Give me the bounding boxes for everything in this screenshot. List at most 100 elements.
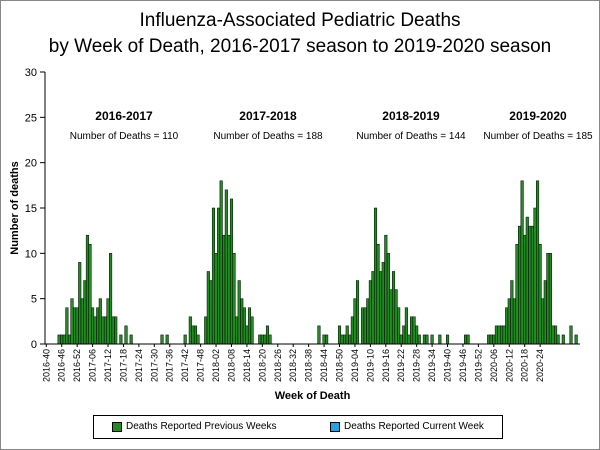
y-tick-label: 0: [31, 339, 37, 351]
bar: [260, 334, 264, 345]
bar: [350, 316, 354, 345]
bar: [337, 325, 342, 345]
y-tick-label: 15: [25, 203, 37, 215]
bar: [394, 289, 398, 345]
bar: [191, 325, 195, 345]
x-tick-label: 2020-06: [489, 349, 499, 382]
bar: [438, 334, 442, 345]
bar: [106, 298, 110, 345]
x-tick-label: 2019-10: [365, 349, 375, 382]
plot-area: 0 5 10 15 20 25 30 2016-40 2016-46 2016-52 2017-06…: [9, 67, 593, 402]
bar: [206, 271, 210, 345]
y-tick-label: 5: [31, 294, 37, 306]
legend-label-previous: Deaths Reported Previous Weeks: [126, 421, 277, 432]
bar: [404, 307, 408, 345]
y-axis-title: Number of deaths: [9, 161, 21, 255]
x-tick-label: 2018-26: [273, 349, 283, 382]
bar: [556, 334, 560, 345]
season-deaths: Number of Deaths = 185: [483, 131, 593, 142]
bar: [512, 298, 516, 345]
x-tick-label: 2018-50: [335, 349, 345, 382]
legend-label-current: Deaths Reported Current Week: [344, 421, 484, 432]
y-tick-label: 10: [25, 248, 37, 260]
bar: [409, 316, 414, 345]
bar: [101, 316, 105, 345]
bar: [466, 334, 470, 345]
x-tick-label: 2020-24: [535, 349, 545, 382]
bar: [533, 207, 537, 345]
x-tick-label: 2019-40: [443, 349, 453, 382]
bar: [422, 334, 426, 345]
bar: [389, 289, 393, 345]
x-tick-label: 2017-42: [180, 349, 190, 382]
season-label: 2017-2018: [239, 109, 297, 123]
bar: [165, 334, 169, 345]
x-axis-title: Week of Death: [275, 390, 351, 402]
bar: [129, 334, 133, 345]
bar: [217, 207, 221, 345]
bar: [109, 253, 113, 345]
bar: [355, 280, 360, 345]
x-tick-label: 2019-46: [458, 349, 468, 382]
x-tick-label: 2019-16: [381, 349, 391, 382]
x-tick-label: 2016-46: [57, 349, 67, 382]
x-tick-label: 2019-28: [412, 349, 422, 382]
x-tick-label: 2017-36: [165, 349, 175, 382]
bar: [381, 262, 385, 345]
bar: [67, 334, 71, 345]
bar: [235, 316, 239, 345]
bar: [119, 334, 123, 345]
x-tick-label: 2017-12: [103, 349, 113, 382]
bar: [188, 316, 192, 345]
x-tick-label: 2020-12: [504, 349, 514, 382]
bar: [348, 334, 352, 345]
season-deaths: Number of Deaths = 110: [70, 131, 179, 142]
y-tick-label: 20: [25, 158, 37, 170]
bar: [489, 334, 493, 345]
bar: [464, 334, 468, 345]
bar: [85, 234, 89, 345]
bar: [219, 180, 223, 345]
bar: [268, 334, 272, 345]
bar: [497, 325, 501, 345]
bar: [343, 334, 347, 345]
bar: [247, 307, 252, 345]
bar: [536, 180, 540, 345]
bar: [70, 298, 74, 345]
bar: [368, 280, 372, 345]
bar: [518, 225, 522, 345]
bar: [376, 244, 380, 345]
bar: [345, 325, 349, 345]
bar: [391, 271, 396, 345]
bar: [353, 298, 357, 345]
bar: [57, 334, 61, 345]
chart-subtitle: by Week of Death, 2016-2017 season to 20…: [48, 36, 552, 57]
bar: [88, 244, 92, 345]
bar: [211, 207, 216, 345]
bar: [237, 280, 241, 345]
bar: [250, 316, 254, 345]
x-tick-label: 2017-30: [149, 349, 159, 382]
bar: [373, 207, 378, 345]
bar: [384, 234, 388, 345]
bar: [103, 316, 107, 345]
bar: [240, 298, 244, 345]
bar: [98, 298, 102, 345]
x-tick-label: 2018-38: [304, 349, 314, 382]
bar: [114, 316, 118, 345]
bar: [546, 253, 550, 345]
bar: [160, 334, 164, 345]
bar: [325, 334, 329, 345]
bar: [446, 334, 450, 345]
season-label: 2019-2020: [509, 109, 567, 123]
y-tick-label: 25: [25, 112, 37, 124]
bar: [204, 316, 208, 345]
chart-title: Influenza-Associated Pediatric Deaths: [139, 10, 461, 31]
bar: [492, 334, 496, 345]
bar: [371, 271, 375, 345]
bar: [379, 271, 383, 345]
bar: [502, 325, 506, 345]
bar: [65, 307, 69, 345]
bar: [541, 298, 545, 345]
